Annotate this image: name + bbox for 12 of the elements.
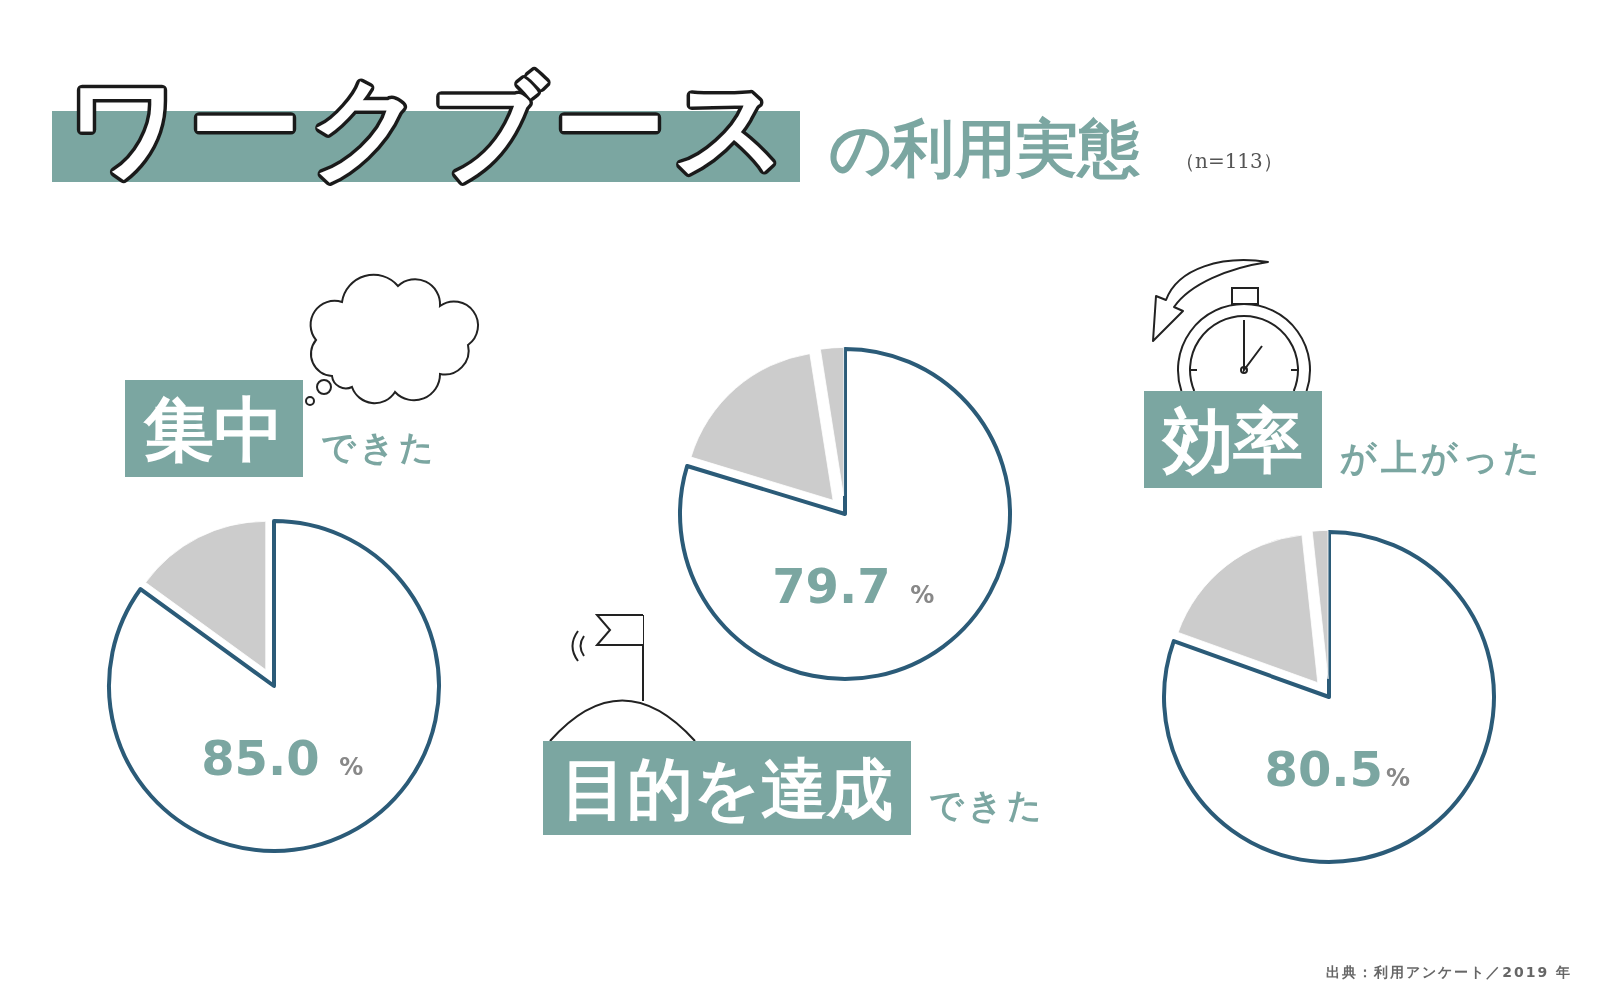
chart-title: 効率: [1161, 399, 1303, 482]
text: できた: [929, 785, 1046, 825]
data-label: 80.5%: [1264, 741, 1410, 798]
data-label: 79.7 %: [772, 558, 935, 615]
data-label: 85.0 %: [201, 730, 364, 787]
chart-title: 集中: [143, 388, 284, 471]
source-note: 出典：利用アンケート／2019 年: [1326, 964, 1572, 980]
chart-subtitle: が上がった: [1340, 437, 1544, 478]
text: の利用実態: [829, 112, 1140, 185]
chart-subtitle: できた: [321, 427, 438, 467]
text: 目的を達成: [561, 750, 893, 828]
text: （n=113）: [1175, 149, 1283, 173]
